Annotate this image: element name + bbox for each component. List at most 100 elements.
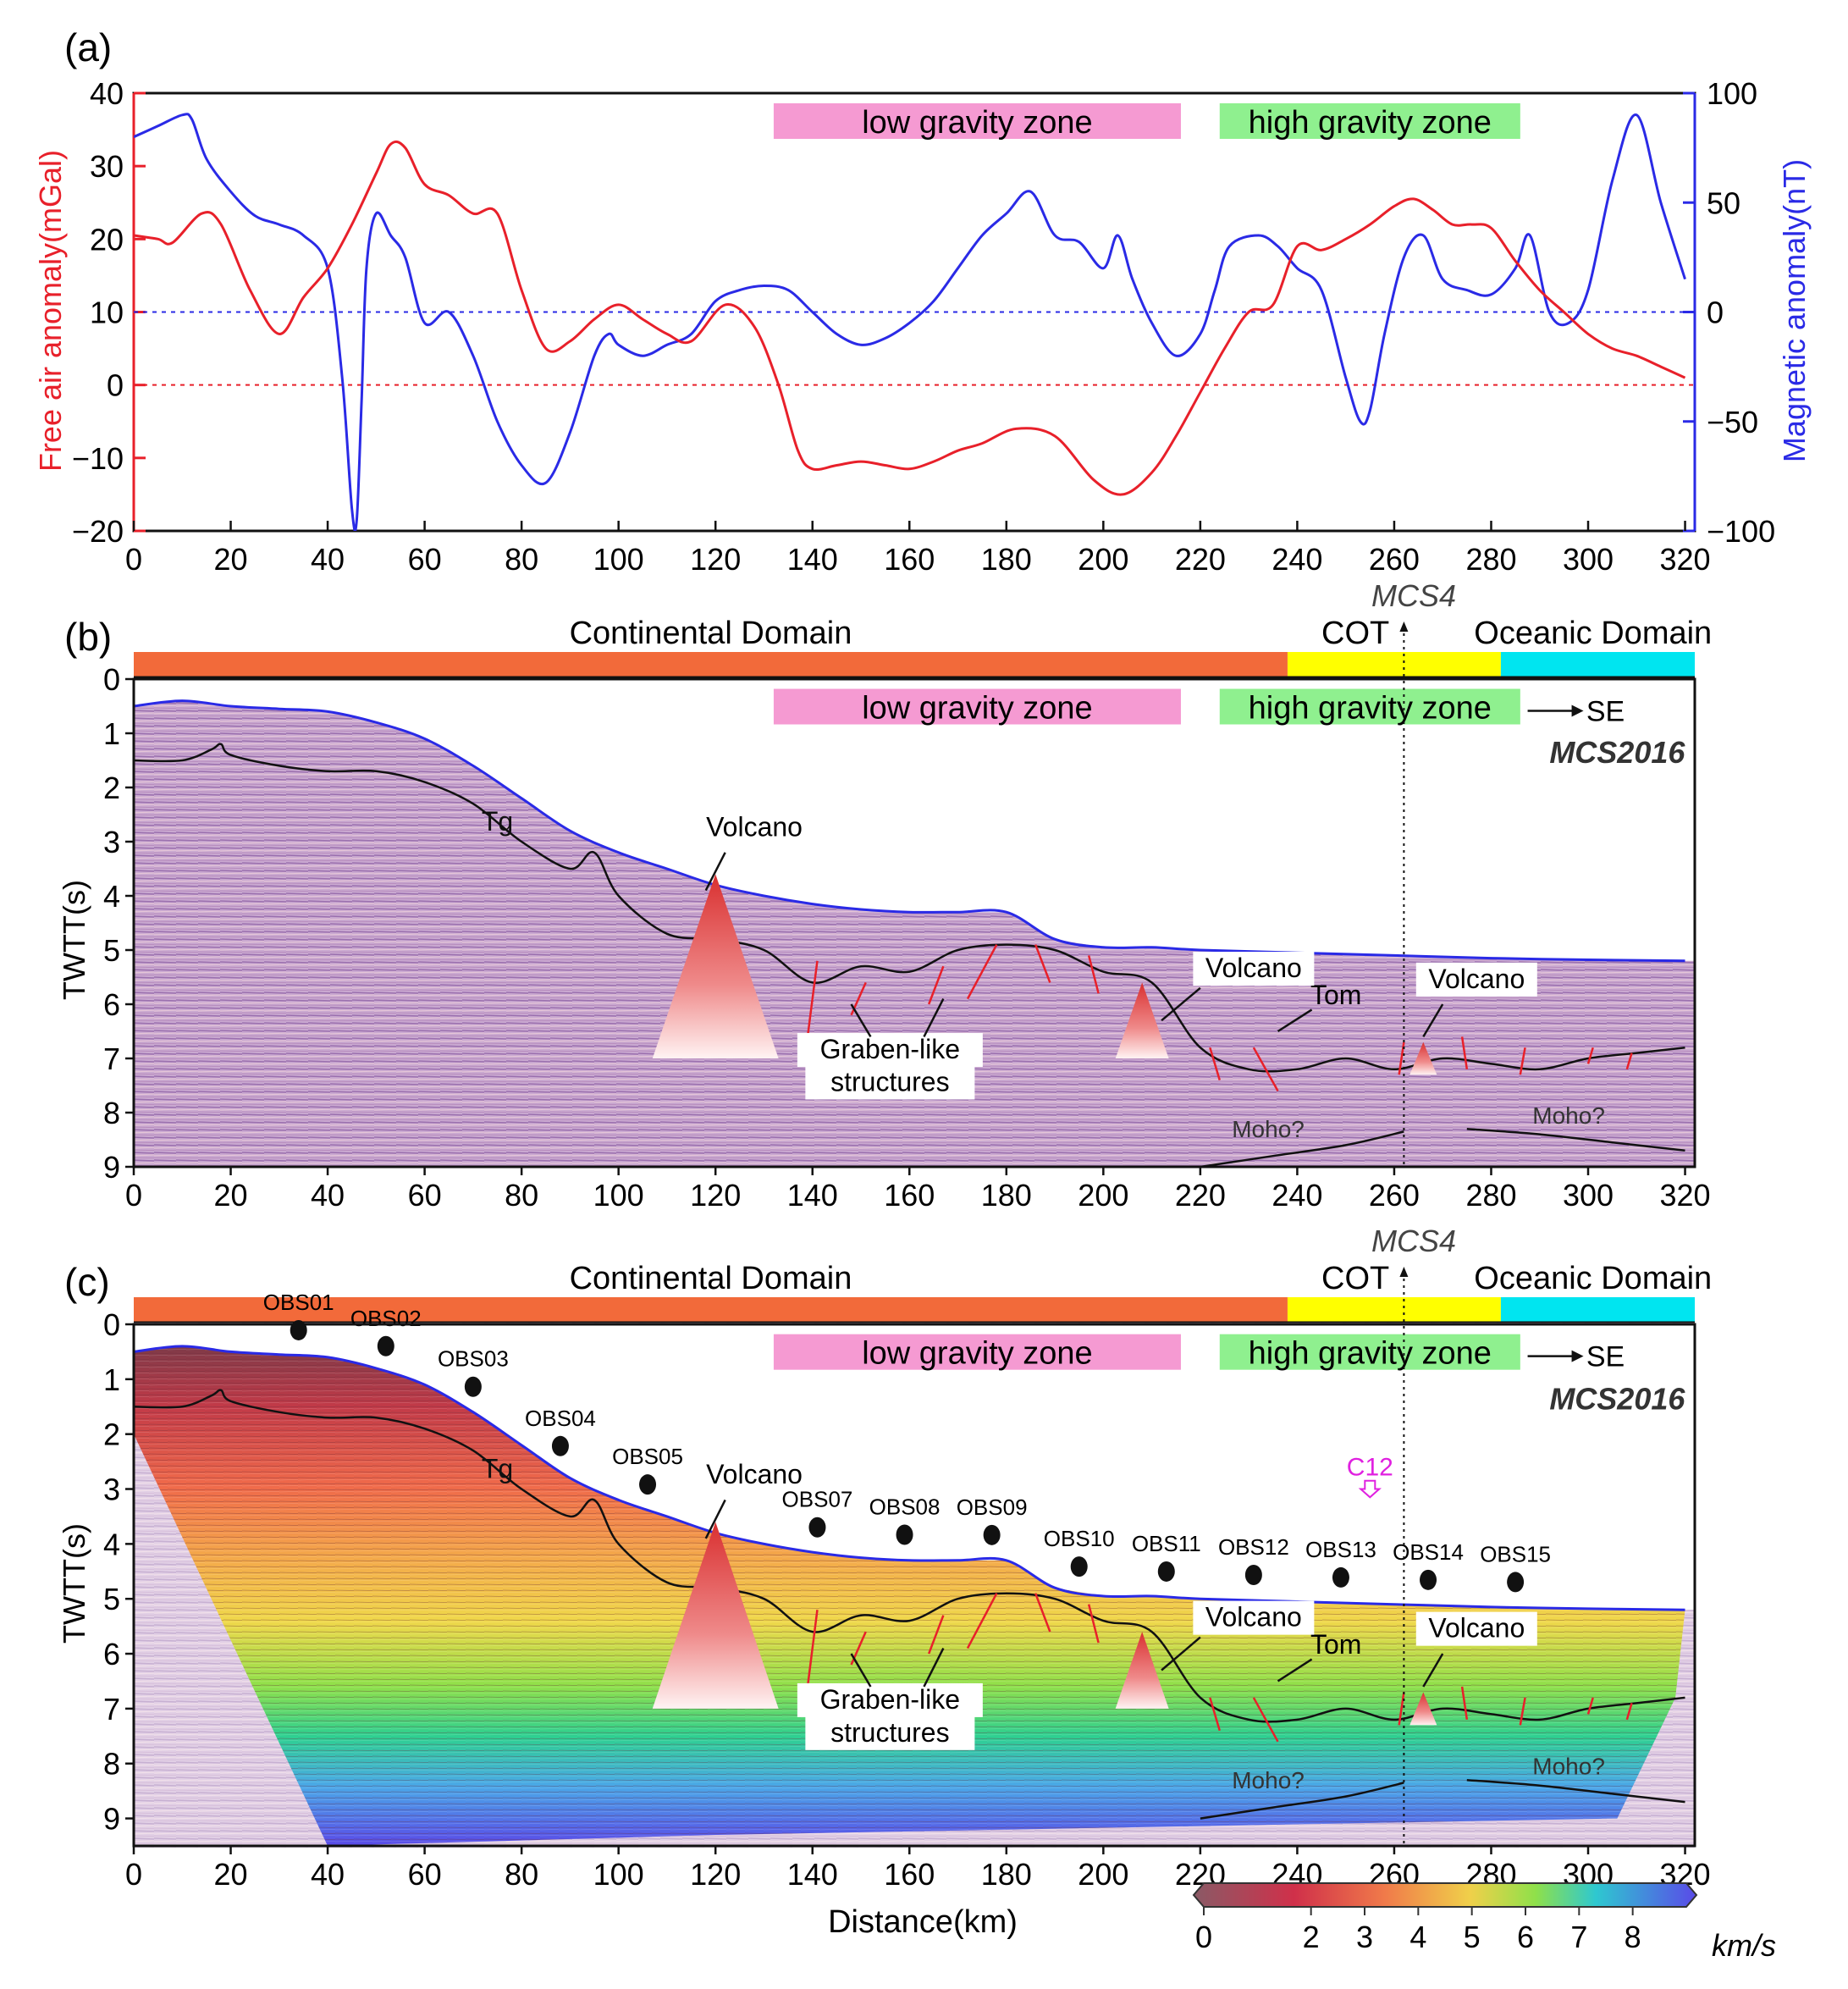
annotation-arrow (704, 852, 726, 892)
left-tick-label: 40 (90, 76, 124, 111)
right-tick-label: 100 (1707, 76, 1757, 111)
obs-station-marker (377, 1335, 394, 1356)
fault-line (1519, 1047, 1526, 1075)
se-arrow-head (1571, 1350, 1584, 1362)
fault-line (1460, 1686, 1469, 1721)
obs-stations: OBS01 OBS02 OBS03 OBS04 OBS05 OBS07 OBS08 OBS09… (263, 1290, 1551, 1593)
x-tick-label: 80 (505, 1857, 538, 1892)
annotation-arrow (704, 1499, 726, 1539)
left-axis-title: Free air anomaly(mGal) (33, 150, 68, 472)
fault-line (806, 1610, 819, 1688)
y-tick-label: 0 (103, 1307, 120, 1342)
seafloor-line (134, 699, 1685, 963)
obs-station-label: OBS13 (1305, 1537, 1376, 1562)
y-tick-label: 5 (103, 933, 120, 968)
y-tick-label: 2 (103, 771, 120, 805)
graben-label-box (805, 1065, 975, 1100)
obs-station-marker (1070, 1556, 1088, 1577)
x-tick-label: 320 (1660, 542, 1711, 577)
y-tick-label: 1 (103, 716, 120, 751)
x-tick-label: 300 (1563, 1178, 1614, 1213)
x-tick-label: 100 (593, 1857, 644, 1892)
fault-line (1087, 955, 1100, 994)
domain-bar-segment (1287, 1297, 1501, 1323)
left-tick-label: −10 (72, 441, 124, 476)
y-tick-label: 4 (103, 879, 120, 914)
y-tick-label: 6 (103, 987, 120, 1022)
volcano-shape (1409, 1692, 1437, 1726)
colorbar-tick-label: 6 (1517, 1920, 1534, 1954)
graben-label: Graben-like (820, 1684, 960, 1715)
domain-bar-segment (1287, 652, 1501, 677)
graben-label-box (797, 1033, 983, 1067)
fault-line (1209, 1047, 1221, 1080)
fault-line (1625, 1703, 1633, 1721)
right-tick-label: −50 (1707, 405, 1758, 439)
x-tick-label: 80 (505, 542, 538, 577)
volcano-label: Volcano (1205, 953, 1302, 983)
moho-label: Moho? (1232, 1767, 1305, 1793)
x-tick-label: 140 (787, 542, 838, 577)
cot-label: COT (1321, 1261, 1389, 1296)
continental-domain-label: Continental Domain (570, 1261, 852, 1296)
volcano-label-box (1193, 1600, 1315, 1635)
panel-c-y-title: TWTT(s) (57, 1523, 91, 1644)
survey-name: MCS2016 (1549, 735, 1685, 770)
x-tick-label: 180 (981, 1857, 1032, 1892)
obs-station-label: OBS07 (782, 1487, 853, 1512)
y-tick-label: 8 (103, 1096, 120, 1130)
se-label: SE (1586, 1341, 1625, 1373)
obs-station-label: OBS04 (525, 1406, 596, 1431)
volcano-label-box (1415, 1611, 1537, 1646)
colorbar-tick-label: 5 (1464, 1920, 1481, 1954)
fault-line (1519, 1697, 1526, 1726)
panel-c-label: (c) (64, 1260, 110, 1304)
x-tick-label: 260 (1369, 1178, 1420, 1213)
low-gravity-zone-label: low gravity zone (862, 105, 1092, 141)
left-tick-label: −20 (72, 514, 124, 549)
low-gravity-zone-box (773, 1334, 1181, 1370)
right-tick-label: −100 (1707, 514, 1775, 549)
y-tick-label: 8 (103, 1747, 120, 1782)
colorbar-ticks: 0 2 3 4 5 6 7 8 (1195, 1907, 1641, 1954)
domain-bar-segment (134, 652, 1288, 677)
velocity-texture (134, 1345, 1685, 1846)
volcano-label: Volcano (706, 1459, 803, 1489)
colorbar-tick-label: 4 (1409, 1920, 1426, 1954)
colorbar-tick-label: 3 (1356, 1920, 1373, 1954)
graben-label-box (797, 1682, 983, 1717)
panel-b-y-title: TWTT(s) (57, 880, 91, 1000)
high-gravity-zone-box (1219, 103, 1520, 139)
annotation-arrow (850, 1003, 872, 1038)
x-tick-label: 40 (311, 1178, 345, 1213)
moho-line-continental (1200, 1130, 1404, 1169)
x-tick-label: 140 (787, 1857, 838, 1892)
high-gravity-zone-label: high gravity zone (1249, 691, 1492, 727)
obs-station-label: OBS02 (350, 1306, 422, 1331)
moho-line-oceanic (1466, 1127, 1685, 1152)
x-tick-label: 160 (884, 1178, 935, 1213)
mcs4-label: MCS4 (1371, 578, 1456, 613)
volcano-shape (1115, 1632, 1169, 1709)
obs-station-marker (896, 1524, 913, 1545)
left-tick-label: 0 (107, 368, 124, 403)
colorbar-tick-label: 7 (1570, 1920, 1587, 1954)
fault-line (928, 965, 945, 1005)
obs-station-label: OBS01 (263, 1290, 334, 1315)
obs-station-label: OBS09 (957, 1495, 1028, 1520)
obs-station-label: OBS11 (1132, 1531, 1201, 1556)
velocity-colorbar: 0 2 3 4 5 6 7 8 km/s (1192, 1882, 1776, 1963)
continental-domain-label: Continental Domain (570, 616, 852, 651)
fault-line (1460, 1036, 1469, 1069)
x-tick-label: 40 (311, 542, 345, 577)
annotation-arrow (1277, 1008, 1313, 1033)
obs-station-label: OBS05 (612, 1444, 683, 1469)
moho-line-oceanic (1466, 1778, 1685, 1804)
panel-b-label: (b) (64, 615, 112, 659)
annotation-arrow (850, 1653, 872, 1688)
tg-label: Tg (482, 806, 513, 837)
obs-station-marker (1157, 1561, 1175, 1582)
annotation-arrow (1277, 1658, 1313, 1682)
fault-line (1087, 1604, 1100, 1644)
